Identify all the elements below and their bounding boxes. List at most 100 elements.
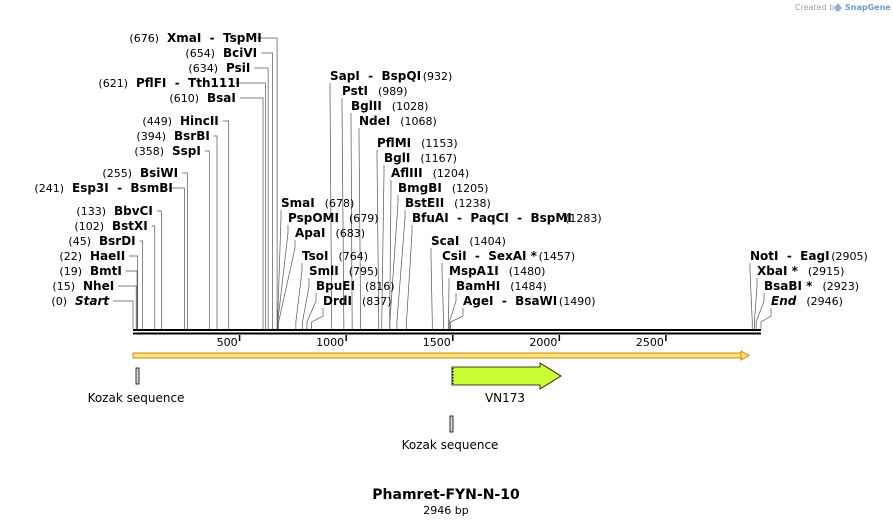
- site-leader: [389, 195, 399, 329]
- site-leader: [311, 308, 324, 329]
- site-name: PstI: [342, 84, 368, 98]
- snapgene-brand: SnapGene: [845, 3, 891, 12]
- site-name: BsiWI: [140, 166, 178, 180]
- site-position: (1484): [510, 280, 547, 293]
- site-name: SapI - BspQI: [330, 69, 421, 83]
- site-esp3i-label[interactable]: (241) Esp3I - BsmBI: [34, 181, 172, 195]
- site-name: BfuAI - PaqCI - BspMI: [412, 211, 572, 225]
- site-leader: [278, 240, 296, 329]
- site-name: PflMI: [377, 136, 411, 150]
- site-bbvci-label[interactable]: (133) BbvCI: [76, 204, 152, 218]
- backbone-top-strand: [133, 329, 761, 331]
- site-leader: [350, 113, 353, 329]
- site-leader: [204, 150, 210, 329]
- site-end-label[interactable]: (2946) End: [771, 294, 843, 308]
- site-bsiwi-label[interactable]: (255) BsiWI: [102, 166, 178, 180]
- site-smai-label[interactable]: (678) SmaI: [281, 196, 354, 210]
- feature-kozak-2[interactable]: Kozak sequence: [402, 415, 499, 452]
- site-bmgbi-label[interactable]: (1205) BmgBI: [398, 181, 488, 195]
- site-leader: [125, 270, 138, 329]
- site-name: BsaBI *: [764, 279, 813, 293]
- site-name: BmgBI: [398, 181, 442, 195]
- site-name: BmtI: [90, 264, 122, 278]
- site-pflfi-label[interactable]: (621) PflFI - Tth111I: [98, 76, 240, 90]
- site-start-label[interactable]: (0) Start: [51, 294, 110, 308]
- site-ndei-label[interactable]: (1068) NdeI: [359, 114, 437, 128]
- site-bmti-label[interactable]: (19) BmtI: [59, 264, 121, 278]
- site-position: (1238): [454, 197, 491, 210]
- site-bsteii-label[interactable]: (1238) BstEII: [405, 196, 491, 210]
- site-nhei-label[interactable]: (15) NheI: [52, 279, 114, 293]
- site-name: Esp3I - BsmBI: [72, 181, 173, 195]
- site-name: NheI: [83, 279, 114, 293]
- site-position: (678): [325, 197, 355, 210]
- site-psti-label[interactable]: (989) PstI: [342, 84, 408, 98]
- site-leader: [306, 293, 317, 329]
- site-name: PspOMI: [288, 211, 339, 225]
- site-name: XmaI - TspMI: [167, 31, 262, 45]
- site-name: NdeI: [359, 114, 390, 128]
- site-position: (133): [76, 205, 106, 218]
- site-noti-label[interactable]: (2905)NotI - EagI: [750, 249, 868, 263]
- site-csii-label[interactable]: (1457)CsiI - SexAI *: [442, 249, 575, 263]
- site-afliii-label[interactable]: (1204) AflIII: [391, 166, 469, 180]
- site-leader: [760, 308, 772, 329]
- site-agei-label[interactable]: (1490)AgeI - BsaWI: [463, 294, 595, 308]
- site-pflmi-label[interactable]: (1153) PflMI: [377, 136, 458, 150]
- site-name: HaeII: [90, 249, 125, 263]
- site-position: (394): [136, 130, 166, 143]
- site-xbai-label[interactable]: (2915) XbaI *: [757, 264, 844, 278]
- site-leader: [396, 210, 406, 329]
- site-tsoi-label[interactable]: (764) TsoI: [302, 249, 368, 263]
- site-position: (255): [102, 167, 132, 180]
- site-sapi-label[interactable]: (932)SapI - BspQI: [330, 69, 452, 83]
- site-bsabi-label[interactable]: (2923) BsaBI *: [764, 279, 859, 293]
- feature-kozak-1[interactable]: Kozak sequence: [88, 367, 185, 405]
- site-name: BbvCI: [114, 204, 153, 218]
- site-position: (45): [68, 235, 91, 248]
- ruler-tick-label: 1000: [316, 336, 344, 349]
- map-length: 2946 bp: [423, 504, 468, 517]
- site-position: (2923): [822, 280, 859, 293]
- feature-vn173[interactable]: VN173: [451, 362, 562, 405]
- site-leader: [139, 240, 143, 329]
- site-leader: [239, 97, 264, 329]
- site-bgli-label[interactable]: (1167) BglI: [384, 151, 457, 165]
- site-bpuei-label[interactable]: (816) BpuEI: [316, 279, 395, 293]
- site-position: (15): [52, 280, 75, 293]
- site-name: BciVI: [223, 46, 257, 60]
- site-sspi-label[interactable]: (358) SspI: [134, 144, 200, 158]
- site-psii-label[interactable]: (634) PsiI: [188, 61, 250, 75]
- site-name: NotI - EagI: [750, 249, 830, 263]
- site-name: BsrDI: [99, 234, 136, 248]
- site-bstxi-label[interactable]: (102) BstXI: [74, 219, 147, 233]
- site-hincii-label[interactable]: (449) HincII: [142, 114, 218, 128]
- site-bsrdi-label[interactable]: (45) BsrDI: [68, 234, 135, 248]
- site-smli-label[interactable]: (795) SmlI: [309, 264, 378, 278]
- site-leader: [754, 278, 758, 329]
- site-leader: [329, 83, 333, 329]
- site-position: (654): [185, 47, 215, 60]
- site-position: (19): [59, 265, 82, 278]
- site-scai-label[interactable]: (1404) ScaI: [431, 234, 506, 248]
- site-apai-label[interactable]: (683) ApaI: [295, 226, 365, 240]
- site-bfuai-label[interactable]: (1283)BfuAI - PaqCI - BspMI: [412, 211, 602, 225]
- site-pspomi-label[interactable]: (679) PspOMI: [288, 211, 379, 225]
- site-bglii-label[interactable]: (1028) BglII: [351, 99, 428, 113]
- site-bsai-label[interactable]: (610) BsaI: [169, 91, 235, 105]
- site-haeii-label[interactable]: (22) HaeII: [59, 249, 125, 263]
- site-position: (676): [129, 32, 159, 45]
- site-name: BsrBI: [174, 129, 210, 143]
- site-leader: [151, 225, 156, 329]
- site-leader: [295, 263, 303, 329]
- site-bsrbi-label[interactable]: (394) BsrBI: [136, 129, 209, 143]
- site-drdi-label[interactable]: (837) DrdI: [323, 294, 392, 308]
- site-name: DrdI: [323, 294, 352, 308]
- site-name: BstXI: [112, 219, 148, 233]
- site-position: (1490): [559, 295, 596, 308]
- site-bcivi-label[interactable]: (654) BciVI: [185, 46, 257, 60]
- site-xmai-label[interactable]: (676) XmaI - TspMI: [129, 31, 261, 45]
- site-mspa1i-label[interactable]: (1480) MspA1I: [449, 264, 545, 278]
- site-bamhi-label[interactable]: (1484) BamHI: [456, 279, 547, 293]
- orf-arrow[interactable]: [132, 350, 751, 361]
